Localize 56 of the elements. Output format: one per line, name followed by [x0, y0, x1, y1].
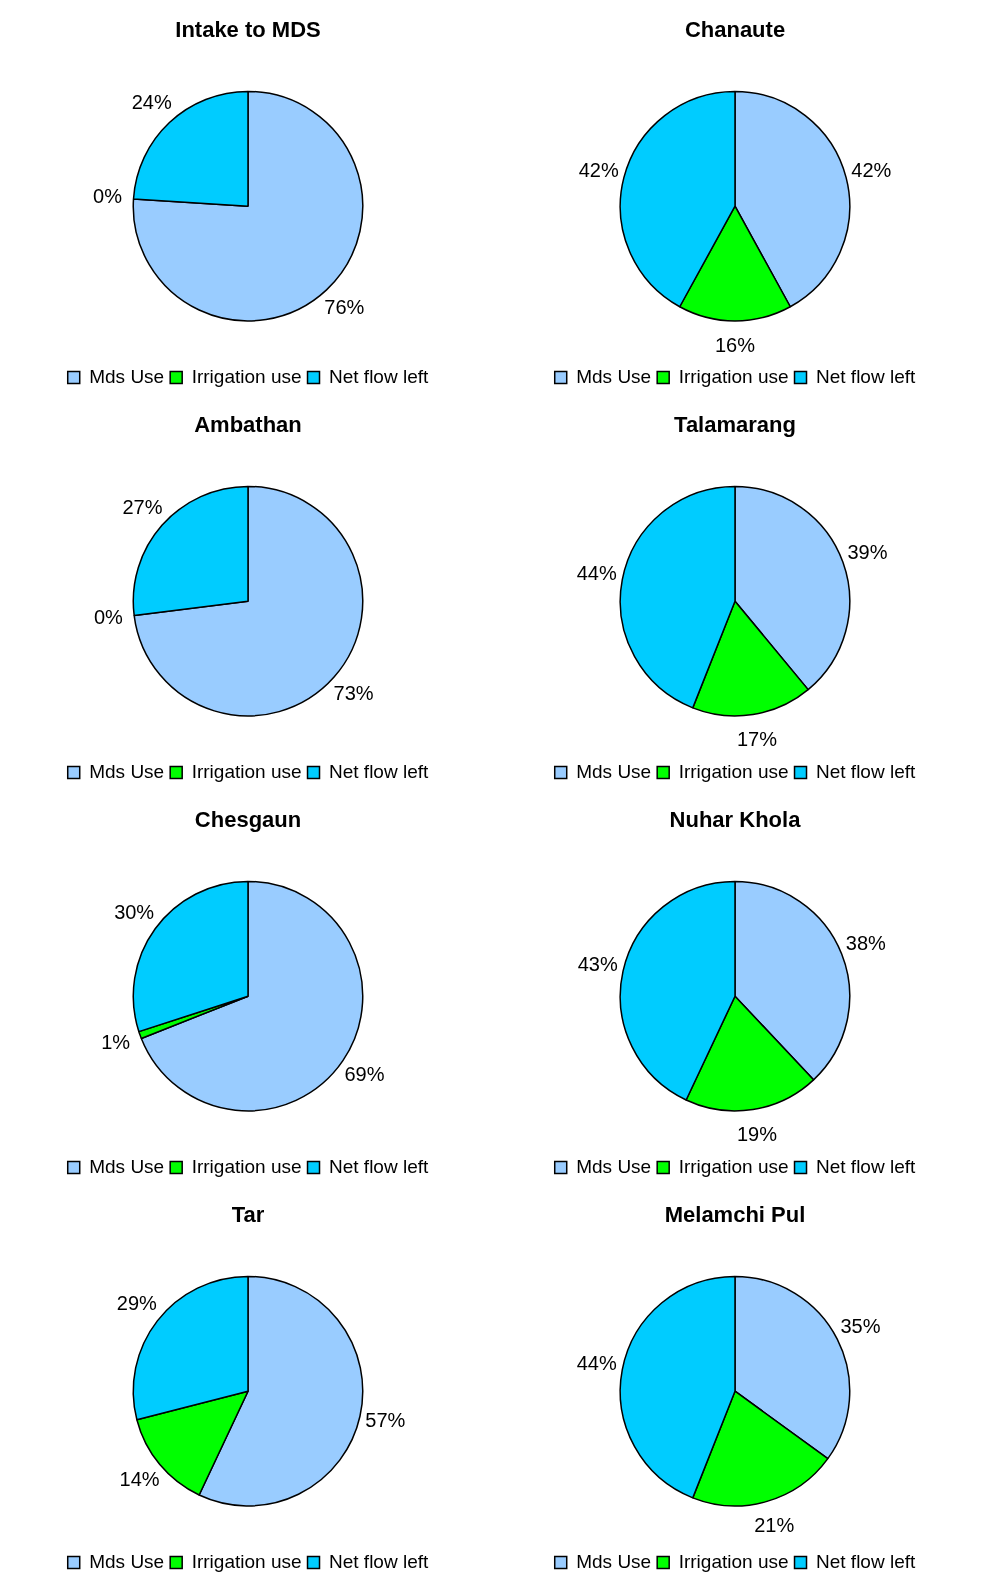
chart-title: Tar	[231, 1202, 265, 1228]
data-label: 1%	[101, 1031, 131, 1054]
data-label: 76%	[324, 296, 365, 319]
chart-title: Ambathan	[194, 412, 302, 438]
data-label: 73%	[333, 681, 374, 704]
legend-label: Mds Use	[576, 365, 652, 387]
legend-label: Irrigation use	[678, 1550, 789, 1572]
data-label: 39%	[847, 541, 888, 564]
chart-title: Nuhar Khola	[669, 807, 802, 833]
data-label: 21%	[754, 1513, 795, 1536]
legend-label: Net flow left	[329, 365, 429, 387]
legend-label: Net flow left	[329, 760, 429, 782]
data-label: 30%	[114, 900, 155, 923]
data-label: 16%	[714, 334, 756, 357]
legend-label: Net flow left	[816, 365, 916, 387]
chart-title: Chanaute	[684, 17, 786, 43]
legend-label: Mds Use	[89, 760, 165, 782]
legend-label: Irrigation use	[191, 365, 302, 387]
data-label: 69%	[344, 1062, 385, 1085]
legend-label: Net flow left	[816, 760, 916, 782]
legend-label: Irrigation use	[678, 760, 789, 782]
legend-label: Net flow left	[329, 1550, 429, 1572]
text: 0%	[93, 184, 122, 207]
data-label: 44%	[576, 562, 617, 585]
chart-title: Melamchi Pul	[664, 1202, 806, 1228]
text: 0%	[93, 606, 123, 629]
legend-label: Irrigation use	[678, 1155, 789, 1177]
legend-label: Mds Use	[576, 1550, 652, 1572]
legend-label: Mds Use	[576, 760, 652, 782]
legend-label: Irrigation use	[191, 1550, 302, 1572]
legend-label: Mds Use	[89, 1155, 165, 1177]
data-label: 19%	[737, 1122, 778, 1145]
legend-label: Mds Use	[89, 1550, 165, 1572]
data-label: 42%	[851, 158, 892, 181]
data-label: 42%	[578, 158, 619, 181]
data-label: 38%	[845, 931, 887, 954]
legend-label: Mds Use	[89, 365, 165, 387]
legend-label: Mds Use	[576, 1155, 652, 1177]
data-label: 35%	[840, 1314, 881, 1337]
chart-title: Chesgaun	[194, 807, 302, 833]
chart-title: Talamarang	[674, 412, 796, 438]
data-label: 57%	[365, 1409, 406, 1432]
legend-label: Net flow left	[816, 1550, 916, 1572]
data-label: 14%	[119, 1468, 160, 1491]
data-label: 43%	[577, 953, 618, 976]
data-label: 29%	[116, 1292, 158, 1315]
legend-label: Net flow left	[329, 1155, 429, 1177]
data-label: 44%	[576, 1352, 617, 1375]
legend-label: Irrigation use	[191, 1155, 302, 1177]
data-label: 17%	[737, 727, 778, 750]
legend-label: Irrigation use	[678, 365, 789, 387]
legend-label: Irrigation use	[191, 760, 302, 782]
legend-label: Net flow left	[816, 1155, 916, 1177]
chart-title: Intake to MDS	[175, 17, 321, 43]
data-label: 27%	[122, 495, 163, 518]
data-label: 24%	[131, 91, 172, 114]
